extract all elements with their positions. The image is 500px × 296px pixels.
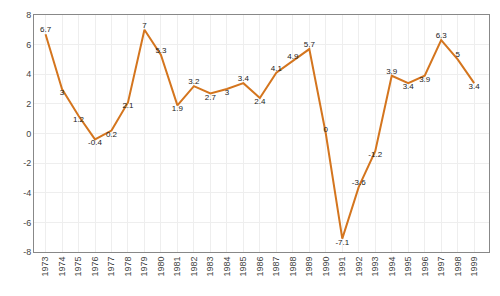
svg-text:7: 7 bbox=[142, 21, 147, 30]
svg-text:3.4: 3.4 bbox=[403, 82, 415, 91]
svg-text:1982: 1982 bbox=[189, 257, 199, 277]
svg-text:1992: 1992 bbox=[354, 257, 364, 277]
svg-text:-8: -8 bbox=[23, 247, 31, 257]
svg-text:1.2: 1.2 bbox=[73, 115, 85, 124]
svg-text:2.7: 2.7 bbox=[205, 93, 217, 102]
svg-text:-1.2: -1.2 bbox=[368, 150, 382, 159]
svg-text:-3.6: -3.6 bbox=[352, 178, 366, 187]
svg-text:3: 3 bbox=[60, 88, 65, 97]
svg-text:1993: 1993 bbox=[370, 257, 380, 277]
svg-text:1979: 1979 bbox=[139, 257, 149, 277]
svg-text:-6: -6 bbox=[23, 218, 31, 228]
svg-text:1987: 1987 bbox=[271, 257, 281, 277]
svg-text:1997: 1997 bbox=[436, 257, 446, 277]
svg-text:2.1: 2.1 bbox=[122, 101, 134, 110]
svg-text:1980: 1980 bbox=[156, 257, 166, 277]
svg-text:1991: 1991 bbox=[337, 257, 347, 277]
svg-text:1998: 1998 bbox=[453, 257, 463, 277]
svg-text:1984: 1984 bbox=[222, 257, 232, 277]
svg-text:1988: 1988 bbox=[288, 257, 298, 277]
svg-text:1994: 1994 bbox=[387, 257, 397, 277]
svg-text:3.9: 3.9 bbox=[419, 75, 431, 84]
svg-text:1.9: 1.9 bbox=[172, 104, 184, 113]
svg-text:1973: 1973 bbox=[40, 257, 50, 277]
svg-text:1985: 1985 bbox=[238, 257, 248, 277]
svg-text:1983: 1983 bbox=[205, 257, 215, 277]
svg-text:1974: 1974 bbox=[57, 257, 67, 277]
svg-text:-0.4: -0.4 bbox=[88, 138, 102, 147]
svg-text:6.3: 6.3 bbox=[436, 31, 448, 40]
svg-text:1978: 1978 bbox=[123, 257, 133, 277]
svg-text:1990: 1990 bbox=[321, 257, 331, 277]
svg-text:2: 2 bbox=[26, 99, 31, 109]
svg-text:3.2: 3.2 bbox=[188, 77, 200, 86]
svg-text:5: 5 bbox=[455, 50, 460, 59]
svg-text:6.7: 6.7 bbox=[40, 25, 52, 34]
svg-text:1977: 1977 bbox=[106, 257, 116, 277]
svg-text:1981: 1981 bbox=[172, 257, 182, 277]
svg-text:1996: 1996 bbox=[420, 257, 430, 277]
svg-text:1976: 1976 bbox=[90, 257, 100, 277]
svg-text:0: 0 bbox=[26, 129, 31, 139]
svg-text:6: 6 bbox=[26, 40, 31, 50]
svg-text:4.1: 4.1 bbox=[271, 64, 283, 73]
svg-text:3.4: 3.4 bbox=[469, 82, 481, 91]
svg-text:-2: -2 bbox=[23, 158, 31, 168]
svg-text:2.4: 2.4 bbox=[254, 97, 266, 106]
svg-text:5.3: 5.3 bbox=[155, 46, 167, 55]
svg-text:1989: 1989 bbox=[304, 257, 314, 277]
svg-text:3: 3 bbox=[225, 88, 230, 97]
svg-text:0: 0 bbox=[324, 125, 329, 134]
svg-text:8: 8 bbox=[26, 10, 31, 20]
svg-text:-7.1: -7.1 bbox=[335, 238, 349, 247]
svg-text:4: 4 bbox=[26, 69, 31, 79]
svg-text:1995: 1995 bbox=[403, 257, 413, 277]
svg-text:5.7: 5.7 bbox=[304, 40, 316, 49]
svg-text:0.2: 0.2 bbox=[106, 130, 118, 139]
svg-text:1999: 1999 bbox=[469, 257, 479, 277]
svg-text:3.4: 3.4 bbox=[238, 74, 250, 83]
svg-text:4.9: 4.9 bbox=[287, 52, 299, 61]
svg-text:3.9: 3.9 bbox=[386, 67, 398, 76]
svg-text:1975: 1975 bbox=[73, 257, 83, 277]
svg-text:1986: 1986 bbox=[255, 257, 265, 277]
svg-text:-4: -4 bbox=[23, 188, 31, 198]
